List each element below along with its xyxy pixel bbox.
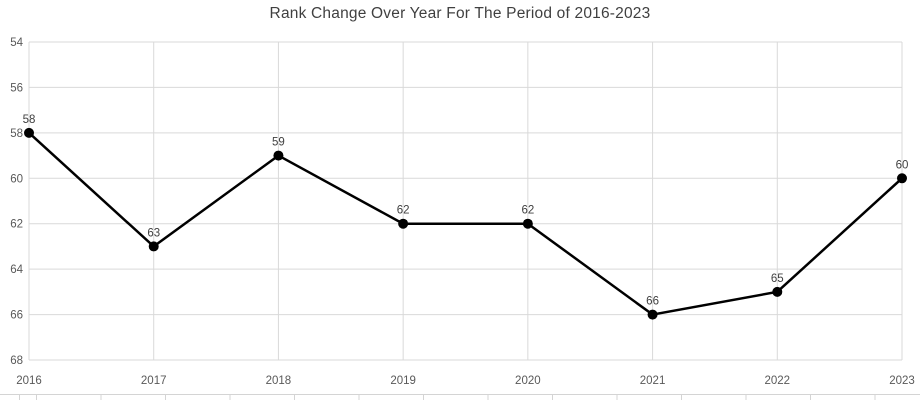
data-point-marker	[148, 241, 159, 252]
data-point-marker	[522, 218, 533, 229]
worksheet-row-border	[0, 394, 920, 395]
y-tick-label: 62	[10, 219, 23, 231]
data-point-marker	[273, 150, 284, 161]
worksheet-column-borders	[0, 395, 920, 400]
x-tick-label: 2020	[515, 375, 541, 387]
y-tick-label: 66	[10, 310, 23, 322]
data-point-marker	[24, 127, 34, 138]
x-tick-label: 2019	[390, 375, 416, 387]
x-tick-label: 2018	[266, 375, 292, 387]
x-tick-label: 2017	[141, 375, 167, 387]
x-tick-label: 2022	[764, 375, 790, 387]
data-point-label: 65	[771, 273, 784, 285]
data-point-label: 63	[147, 227, 160, 239]
data-point-label: 58	[23, 114, 36, 126]
data-point-label: 60	[896, 159, 909, 171]
y-tick-label: 58	[10, 128, 23, 140]
y-tick-label: 54	[10, 37, 23, 49]
data-point-label: 62	[397, 205, 410, 217]
chart-title: Rank Change Over Year For The Period of …	[269, 5, 651, 22]
data-point-label: 59	[272, 137, 285, 149]
y-tick-label: 68	[10, 355, 23, 367]
data-point-marker	[647, 309, 658, 320]
y-tick-label: 64	[10, 264, 23, 276]
x-tick-label: 2021	[640, 375, 666, 387]
rank-series-line	[27, 131, 904, 316]
x-tick-label: 2016	[16, 375, 42, 387]
data-point-label: 66	[646, 296, 659, 308]
x-tick-label: 2023	[889, 375, 915, 387]
y-tick-label: 60	[10, 173, 23, 185]
data-point-marker	[897, 173, 907, 184]
data-point-label: 62	[521, 205, 534, 217]
data-point-marker	[772, 286, 783, 297]
y-tick-label: 56	[10, 82, 23, 94]
data-point-marker	[398, 218, 409, 229]
